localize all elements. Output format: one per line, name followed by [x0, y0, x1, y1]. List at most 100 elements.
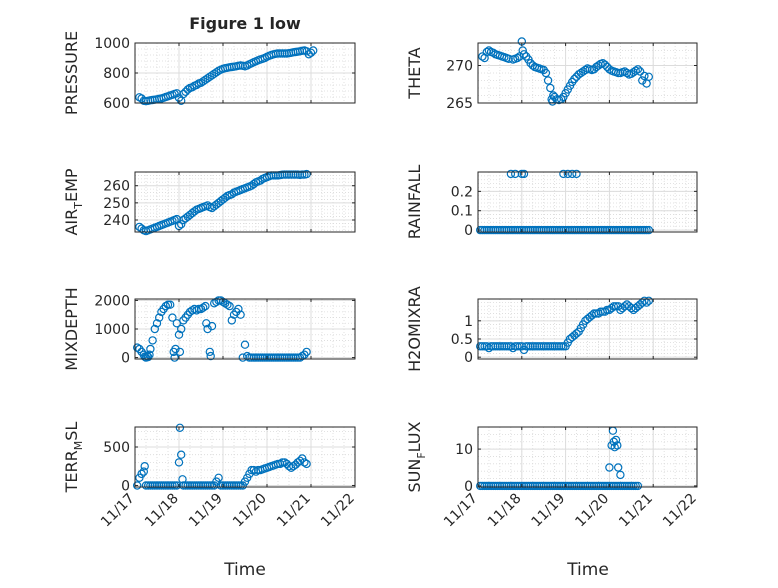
x-tick-label: 11/20 — [230, 491, 270, 531]
y-tick-label: 10 — [455, 442, 473, 458]
series-markers — [476, 296, 654, 355]
data-point — [174, 330, 184, 339]
data-point — [609, 302, 619, 311]
data-point — [614, 481, 623, 491]
y-axis-label: H2OMIXRA — [405, 286, 424, 372]
data-point — [587, 481, 597, 491]
data-point — [554, 225, 564, 235]
data-point — [563, 169, 573, 179]
data-point — [517, 169, 527, 179]
data-point — [482, 47, 491, 57]
data-point — [631, 225, 640, 235]
data-point — [576, 225, 586, 235]
data-point — [174, 458, 184, 467]
data-point — [524, 342, 533, 351]
data-point — [183, 85, 192, 94]
axes-box — [477, 298, 698, 360]
data-point — [554, 342, 564, 351]
data-point — [309, 46, 318, 55]
data-point — [541, 342, 551, 351]
axes-box — [477, 171, 698, 233]
data-point — [565, 225, 575, 235]
data-point — [546, 225, 555, 235]
data-point — [132, 343, 142, 352]
data-point — [287, 170, 296, 179]
data-point — [176, 220, 186, 229]
figure-title: Figure 1 low — [189, 14, 301, 33]
data-point — [205, 481, 214, 490]
subplot-5: 0 1000 2000 MIXDEPTH — [62, 287, 356, 371]
data-point — [254, 353, 263, 362]
x-axis-label-right: Time — [566, 560, 609, 580]
data-point — [176, 324, 186, 334]
subplot-1: 600 800 1000 PRESSURE — [62, 31, 356, 115]
x-axis-label-left: Time — [223, 560, 266, 580]
data-point — [541, 225, 551, 235]
data-point — [546, 481, 555, 491]
data-point — [572, 225, 581, 235]
data-point — [484, 46, 494, 55]
data-point — [493, 225, 502, 235]
data-point — [543, 342, 553, 351]
data-point — [611, 435, 621, 445]
data-point — [526, 225, 535, 235]
data-point — [605, 463, 614, 472]
y-tick-label: 2000 — [94, 293, 130, 309]
y-axis-label: TERRMSL — [62, 422, 85, 494]
data-point — [644, 225, 654, 235]
data-point — [537, 481, 546, 491]
data-point — [554, 481, 564, 491]
data-point — [236, 310, 245, 319]
series-markers — [478, 37, 654, 106]
data-point — [504, 54, 513, 64]
x-tick-label: 11/21 — [616, 491, 656, 531]
data-point — [631, 66, 640, 75]
data-point — [600, 481, 610, 491]
data-point — [205, 347, 214, 357]
data-point — [302, 459, 311, 469]
data-point — [524, 481, 533, 491]
data-point — [132, 481, 142, 490]
data-point — [506, 169, 516, 179]
data-point — [546, 83, 555, 93]
data-point — [631, 481, 640, 491]
subplot-6: 0 0.5 1 H2OMIXRA — [405, 286, 698, 372]
data-point — [295, 456, 305, 465]
data-point — [530, 225, 540, 235]
data-point — [618, 481, 627, 491]
data-point — [642, 225, 651, 235]
data-point — [276, 49, 285, 58]
data-point — [572, 329, 581, 338]
data-point — [171, 344, 180, 354]
data-point — [519, 225, 529, 235]
data-point — [192, 80, 201, 90]
data-point — [589, 481, 599, 491]
data-point — [190, 207, 199, 216]
data-point — [559, 225, 568, 235]
data-point — [620, 225, 629, 235]
y-tick-label: 1 — [464, 314, 473, 330]
data-point — [541, 481, 551, 491]
data-point — [543, 76, 553, 85]
data-point — [539, 481, 548, 491]
data-point — [216, 296, 225, 305]
data-point — [306, 48, 316, 58]
y-tick-label: 500 — [103, 440, 130, 456]
y-tick-label: 0 — [464, 223, 473, 239]
data-point — [493, 481, 502, 491]
data-point — [640, 225, 649, 235]
data-point — [519, 50, 529, 59]
data-point — [504, 481, 513, 491]
data-point — [522, 342, 531, 351]
series-markers — [476, 169, 654, 235]
data-point — [227, 190, 236, 199]
data-point — [504, 225, 513, 235]
data-point — [513, 53, 522, 63]
data-point — [161, 301, 170, 311]
y-axis-label: PRESSURE — [62, 31, 81, 115]
data-point — [201, 301, 210, 311]
subplot-7: 0 500 11/17 11/18 11/19 11/20 11/21 11/22 TERRMS… — [62, 422, 358, 531]
data-point — [513, 225, 522, 235]
data-point — [557, 225, 566, 235]
